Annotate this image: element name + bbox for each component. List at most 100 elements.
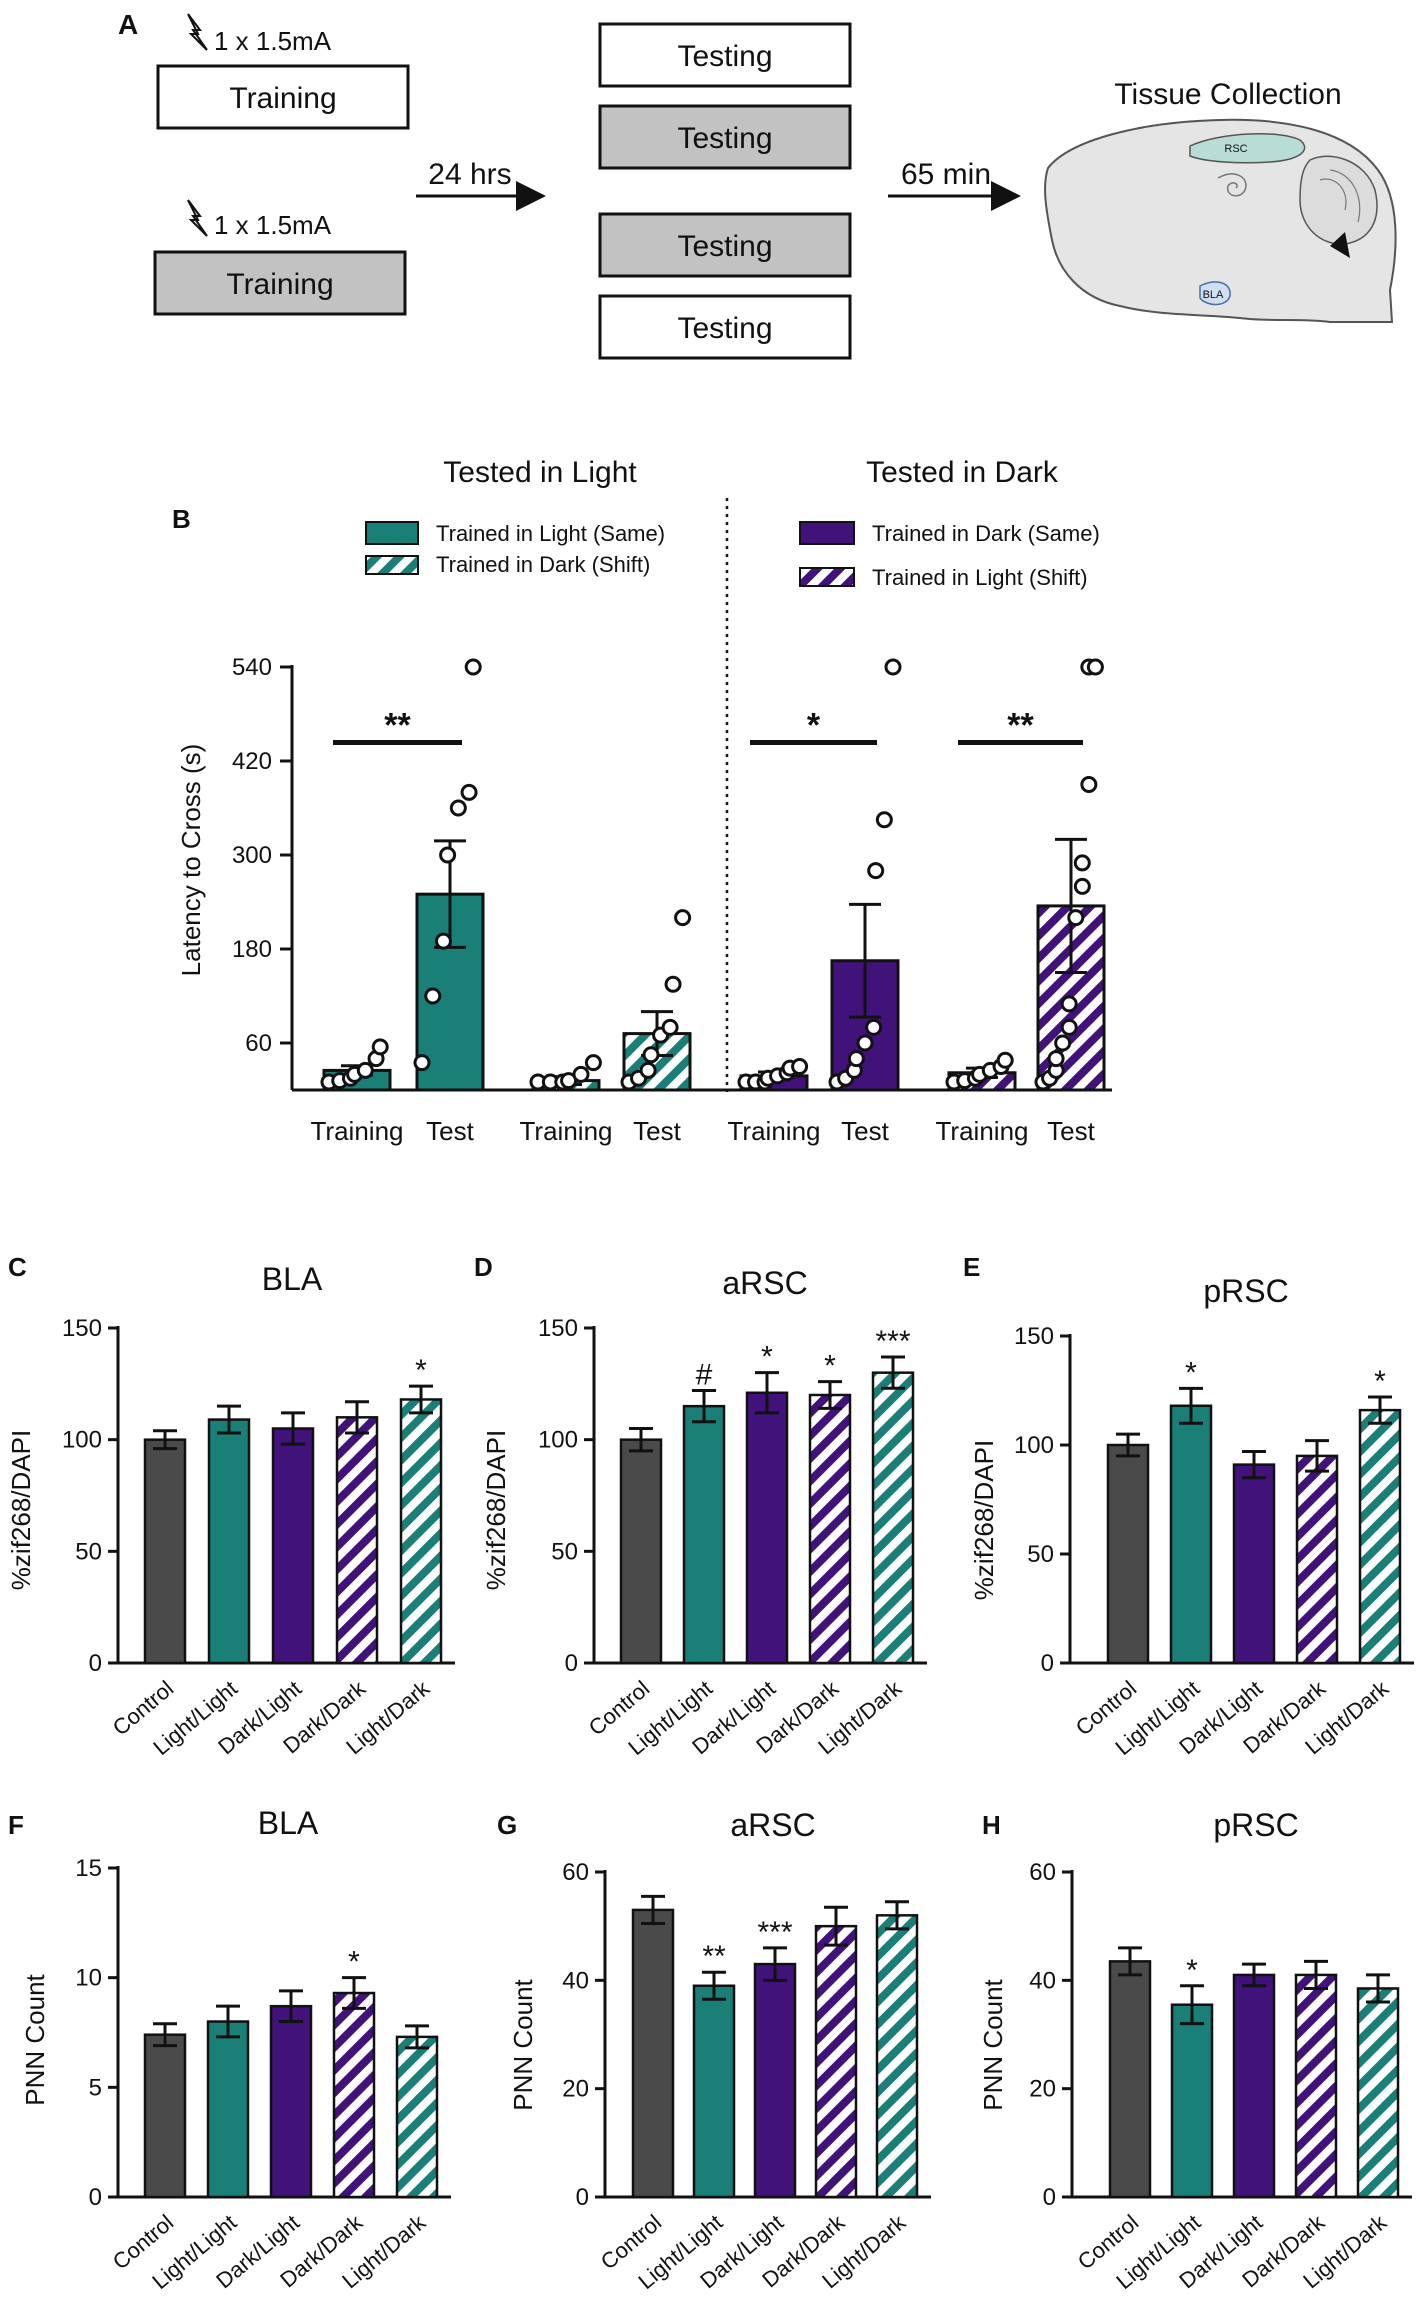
testing-label-2: Testing [677,122,772,155]
testing-label-3: Testing [677,230,772,263]
panel-d: D aRSC %zif268/DAPI 050100150Control#Lig… [474,1252,927,1760]
x-tick-label-b: Training [728,1116,821,1146]
y-tick-label-f: 0 [89,2184,102,2211]
testing-box-1 [598,22,852,88]
delay-label-65min: 65 min [901,158,991,191]
data-point-b [1047,1050,1065,1068]
y-tick-label-c: 100 [62,1427,102,1454]
data-point-b [434,932,452,950]
data-point-b [464,658,482,676]
training-box-dark [153,250,407,316]
panel-e: E pRSC %zif268/DAPI 050100150Control*Lig… [963,1252,1414,1760]
x-tick-label-b: Test [841,1116,889,1146]
x-tick-label-b: Training [520,1116,613,1146]
x-tick-label-b: Test [633,1116,681,1146]
chart-title-d: aRSC [722,1265,807,1301]
data-point-b [584,1054,602,1072]
group-title-dark: Tested in Dark [866,456,1059,489]
bar-f [143,2033,187,2199]
data-point-b [867,862,885,880]
y-axis-label-e: %zif268/DAPI [969,1440,999,1600]
chart-g-plot: 0204060Control**Light/Light***Dark/Light… [562,1859,931,2294]
panel-letter-d: D [474,1252,493,1282]
data-point-b [664,975,682,993]
y-tick-label-d: 150 [538,1315,578,1342]
data-point-b [642,1046,660,1064]
bar-d [745,1391,789,1665]
bar-e [1169,1404,1213,1665]
y-tick-label-h: 0 [1043,2184,1056,2211]
data-point-b [1086,658,1104,676]
y-tick-label-d: 0 [565,1650,578,1677]
data-point-b [424,987,442,1005]
y-axis-label-c: %zif268/DAPI [6,1430,36,1590]
legend-label-light-same: Trained in Light (Same) [436,521,665,546]
y-axis-label-h: PNN Count [978,1978,1008,2110]
chart-title-e: pRSC [1203,1273,1288,1309]
lightning-icon [187,13,208,51]
panel-letter-f: F [8,1810,24,1840]
panel-letter-c: C [8,1252,27,1282]
bar-g [875,1914,919,2199]
significance-mark-d: # [696,1359,713,1392]
data-point-b [439,846,457,864]
y-tick-label-e: 100 [1014,1432,1054,1459]
bar-h [1232,1973,1276,2199]
panel-letter-a: A [118,9,138,40]
bar-e [1106,1443,1150,1665]
bla-region [1199,281,1231,306]
significance-mark-b: * [807,707,821,745]
panel-b: B Tested in Light Tested in Dark Trained… [172,456,1112,1146]
bar-d [808,1393,852,1665]
chart-b-plot: 60 180 300 420 540 Training Test Training Test Tr… [232,654,1112,1146]
bar-f [332,1991,376,2199]
legend-swatch-dark-shift [365,555,419,575]
y-tick-label-g: 40 [562,1967,589,1994]
shock-label-1: 1 x 1.5mA [214,26,332,56]
tissue-collection-title: Tissue Collection [1114,78,1341,111]
significance-mark-e: * [1185,1356,1197,1389]
data-point-b [875,811,893,829]
testing-label-1: Testing [677,40,772,73]
bar-d [619,1438,663,1665]
significance-mark-c: * [415,1354,427,1387]
y-tick-label-f: 5 [89,2074,102,2101]
y-tick-label-f: 10 [75,1965,102,1992]
data-point-b [371,1038,389,1056]
bar-g [692,1984,736,2199]
y-tick-label-d: 100 [538,1427,578,1454]
bar-c [143,1438,187,1665]
chart-title-g: aRSC [730,1807,815,1843]
significance-mark-h: * [1186,1954,1198,1987]
y-tick-label-b: 180 [232,936,272,963]
data-point-b [449,799,467,817]
y-tick-label-f: 15 [75,1855,102,1882]
significance-mark-g: *** [757,1916,792,1949]
y-tick-label-b: 420 [232,748,272,775]
chart-h-plot: 0204060Control*Light/LightDark/LightDark… [1029,1859,1412,2294]
bar-g [631,1908,675,2199]
data-point-b [1054,1034,1072,1052]
y-tick-label-e: 50 [1027,1541,1054,1568]
legend-label-dark-same: Trained in Dark (Same) [872,521,1100,546]
data-point-b [1073,854,1091,872]
significance-mark-f: * [348,1946,360,1979]
bar-g [814,1924,858,2199]
significance-mark-e: * [1374,1365,1386,1398]
testing-box-3 [598,212,852,278]
y-tick-label-h: 60 [1029,1859,1056,1886]
y-tick-label-h: 40 [1029,1967,1056,1994]
significance-mark-b: ** [1007,707,1034,745]
data-point-b [1073,877,1091,895]
testing-box-2 [598,104,852,170]
data-point-b [856,1034,874,1052]
y-tick-label-b: 300 [232,842,272,869]
rsc-label: RSC [1224,143,1247,155]
rsc-region [1189,133,1306,164]
y-tick-label-g: 60 [562,1859,589,1886]
testing-box-4 [598,294,852,360]
significance-mark-g: ** [702,1940,726,1973]
legend-label-light-shift: Trained in Light (Shift) [872,565,1088,590]
y-tick-label-d: 50 [551,1538,578,1565]
y-tick-label-g: 20 [562,2076,589,2103]
